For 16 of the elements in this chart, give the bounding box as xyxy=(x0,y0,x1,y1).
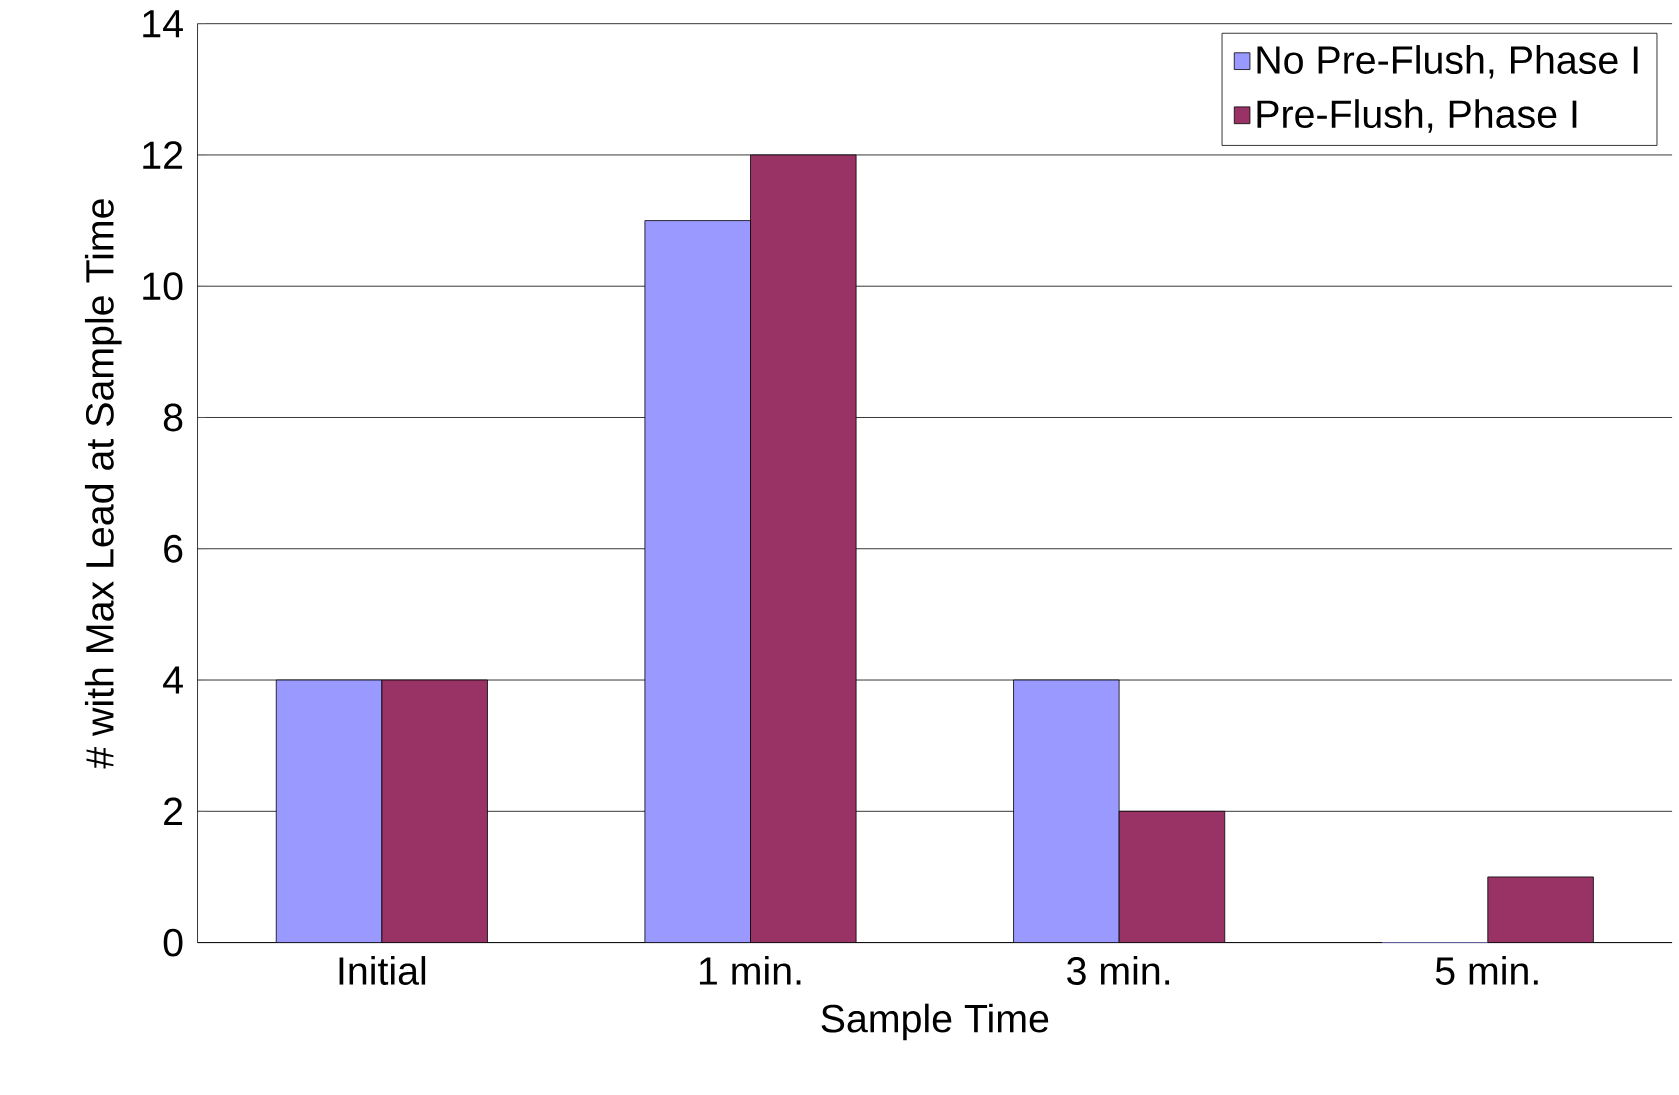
x-tick-label: 3 min. xyxy=(1067,956,1170,986)
x-tick-label: 5 min. xyxy=(1435,956,1538,986)
y-tick-label: 14 xyxy=(143,10,183,38)
legend-label: No Pre-Flush, Phase I xyxy=(1257,45,1638,79)
y-tick-label: 0 xyxy=(163,928,183,957)
x-axis-title: Sample Time xyxy=(821,1003,1049,1041)
x-tick-label: 1 min. xyxy=(699,956,801,985)
x-tick-label: Initial xyxy=(339,956,426,986)
legend-label: Pre-Flush, Phase I xyxy=(1257,99,1577,133)
y-axis-title: # with Max Lead at Sample Time xyxy=(84,199,122,769)
y-tick-label: 6 xyxy=(164,535,183,563)
y-tick-label: 10 xyxy=(143,272,183,301)
y-tick-label: 2 xyxy=(164,797,183,826)
y-tick-label: 4 xyxy=(163,666,183,694)
y-tick-label: 12 xyxy=(143,141,183,169)
y-tick-label: 8 xyxy=(163,403,183,432)
